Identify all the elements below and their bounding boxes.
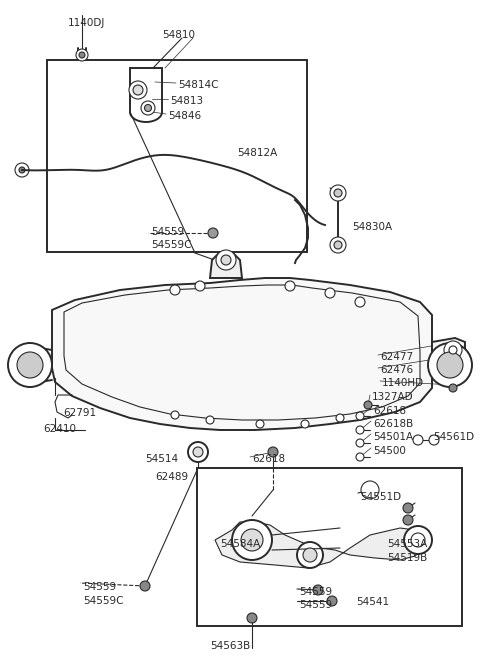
Polygon shape xyxy=(432,338,465,362)
Circle shape xyxy=(216,250,236,270)
Circle shape xyxy=(247,613,257,623)
Text: 54846: 54846 xyxy=(168,111,201,121)
Text: 1140DJ: 1140DJ xyxy=(68,18,106,28)
Polygon shape xyxy=(52,278,432,430)
Circle shape xyxy=(336,414,344,422)
Circle shape xyxy=(144,104,152,112)
Text: 54500: 54500 xyxy=(373,446,406,456)
Text: 62618: 62618 xyxy=(252,454,285,464)
Circle shape xyxy=(364,401,372,409)
Circle shape xyxy=(297,542,323,568)
Circle shape xyxy=(206,416,214,424)
Text: 54559: 54559 xyxy=(299,600,332,610)
Circle shape xyxy=(437,352,463,378)
Circle shape xyxy=(325,288,335,298)
Text: 54551D: 54551D xyxy=(360,492,401,502)
Circle shape xyxy=(76,49,88,61)
Circle shape xyxy=(429,435,439,445)
Text: 54559: 54559 xyxy=(83,582,116,592)
Circle shape xyxy=(413,435,423,445)
Circle shape xyxy=(361,481,379,499)
Circle shape xyxy=(195,281,205,291)
Circle shape xyxy=(221,255,231,265)
Circle shape xyxy=(285,281,295,291)
Circle shape xyxy=(232,520,272,560)
Circle shape xyxy=(356,439,364,447)
Circle shape xyxy=(15,163,29,177)
Circle shape xyxy=(171,411,179,419)
Circle shape xyxy=(403,503,413,513)
Text: 54559: 54559 xyxy=(151,227,184,237)
Circle shape xyxy=(140,581,150,591)
Circle shape xyxy=(403,515,413,525)
Text: 54812A: 54812A xyxy=(237,148,277,158)
Circle shape xyxy=(268,447,278,457)
Circle shape xyxy=(444,341,462,359)
Text: 62618B: 62618B xyxy=(373,419,413,429)
Text: 54563B: 54563B xyxy=(210,641,250,651)
Circle shape xyxy=(330,185,346,201)
Circle shape xyxy=(303,548,317,562)
Bar xyxy=(197,468,462,626)
Circle shape xyxy=(17,352,43,378)
Text: 54514: 54514 xyxy=(145,454,178,464)
Circle shape xyxy=(356,426,364,434)
Polygon shape xyxy=(210,252,242,278)
Circle shape xyxy=(411,533,425,547)
Circle shape xyxy=(313,585,323,595)
Circle shape xyxy=(334,189,342,197)
Circle shape xyxy=(79,52,85,58)
Circle shape xyxy=(19,167,25,173)
Text: 62477: 62477 xyxy=(380,352,413,362)
Text: 54561D: 54561D xyxy=(433,432,474,442)
Circle shape xyxy=(449,384,457,392)
Circle shape xyxy=(334,241,342,249)
Text: 1140HD: 1140HD xyxy=(382,378,424,388)
Text: 54810: 54810 xyxy=(162,30,195,40)
Circle shape xyxy=(8,343,52,387)
Text: 54584A: 54584A xyxy=(220,539,260,549)
Circle shape xyxy=(241,529,263,551)
Circle shape xyxy=(141,101,155,115)
Circle shape xyxy=(449,346,457,354)
Bar xyxy=(47,60,307,252)
Text: 62618: 62618 xyxy=(373,406,406,416)
Text: 54813: 54813 xyxy=(170,96,203,106)
Circle shape xyxy=(327,596,337,606)
Text: 62791: 62791 xyxy=(63,408,96,418)
Text: 54501A: 54501A xyxy=(373,432,413,442)
Text: 54541: 54541 xyxy=(356,597,389,607)
Text: 54559C: 54559C xyxy=(83,596,123,606)
Circle shape xyxy=(170,285,180,295)
Text: 54519B: 54519B xyxy=(387,553,427,563)
Text: 1327AD: 1327AD xyxy=(372,392,414,402)
Circle shape xyxy=(356,412,364,420)
Circle shape xyxy=(428,343,472,387)
Circle shape xyxy=(208,228,218,238)
Text: 54553A: 54553A xyxy=(387,539,427,549)
Text: 54559C: 54559C xyxy=(151,240,192,250)
Text: 62476: 62476 xyxy=(380,365,413,375)
Circle shape xyxy=(355,297,365,307)
Text: 54814C: 54814C xyxy=(178,80,218,90)
Circle shape xyxy=(356,453,364,461)
Circle shape xyxy=(301,420,309,428)
Circle shape xyxy=(256,420,264,428)
Circle shape xyxy=(404,526,432,554)
Text: 62489: 62489 xyxy=(155,472,188,482)
Text: 62410: 62410 xyxy=(43,424,76,434)
Circle shape xyxy=(188,442,208,462)
Circle shape xyxy=(133,85,143,95)
Circle shape xyxy=(129,81,147,99)
Circle shape xyxy=(330,237,346,253)
Text: 54830A: 54830A xyxy=(352,222,392,232)
Text: 54559: 54559 xyxy=(299,587,332,597)
Polygon shape xyxy=(215,522,425,568)
Circle shape xyxy=(193,447,203,457)
